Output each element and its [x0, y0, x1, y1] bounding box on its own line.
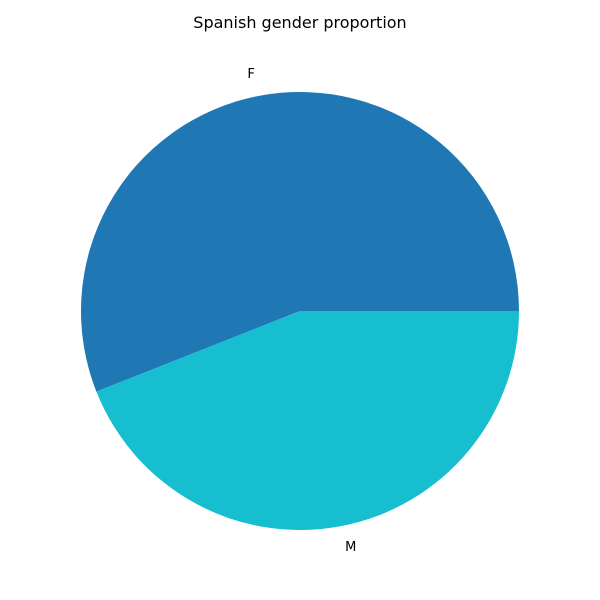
- pie-label-m: M: [345, 540, 356, 555]
- pie-slices: [81, 92, 519, 531]
- pie-slice-f: [81, 92, 519, 392]
- pie-label-f: F: [247, 67, 254, 82]
- chart-title: Spanish gender proportion: [193, 13, 406, 32]
- pie-labels: FM: [247, 67, 356, 555]
- pie-slice-m: [96, 311, 519, 531]
